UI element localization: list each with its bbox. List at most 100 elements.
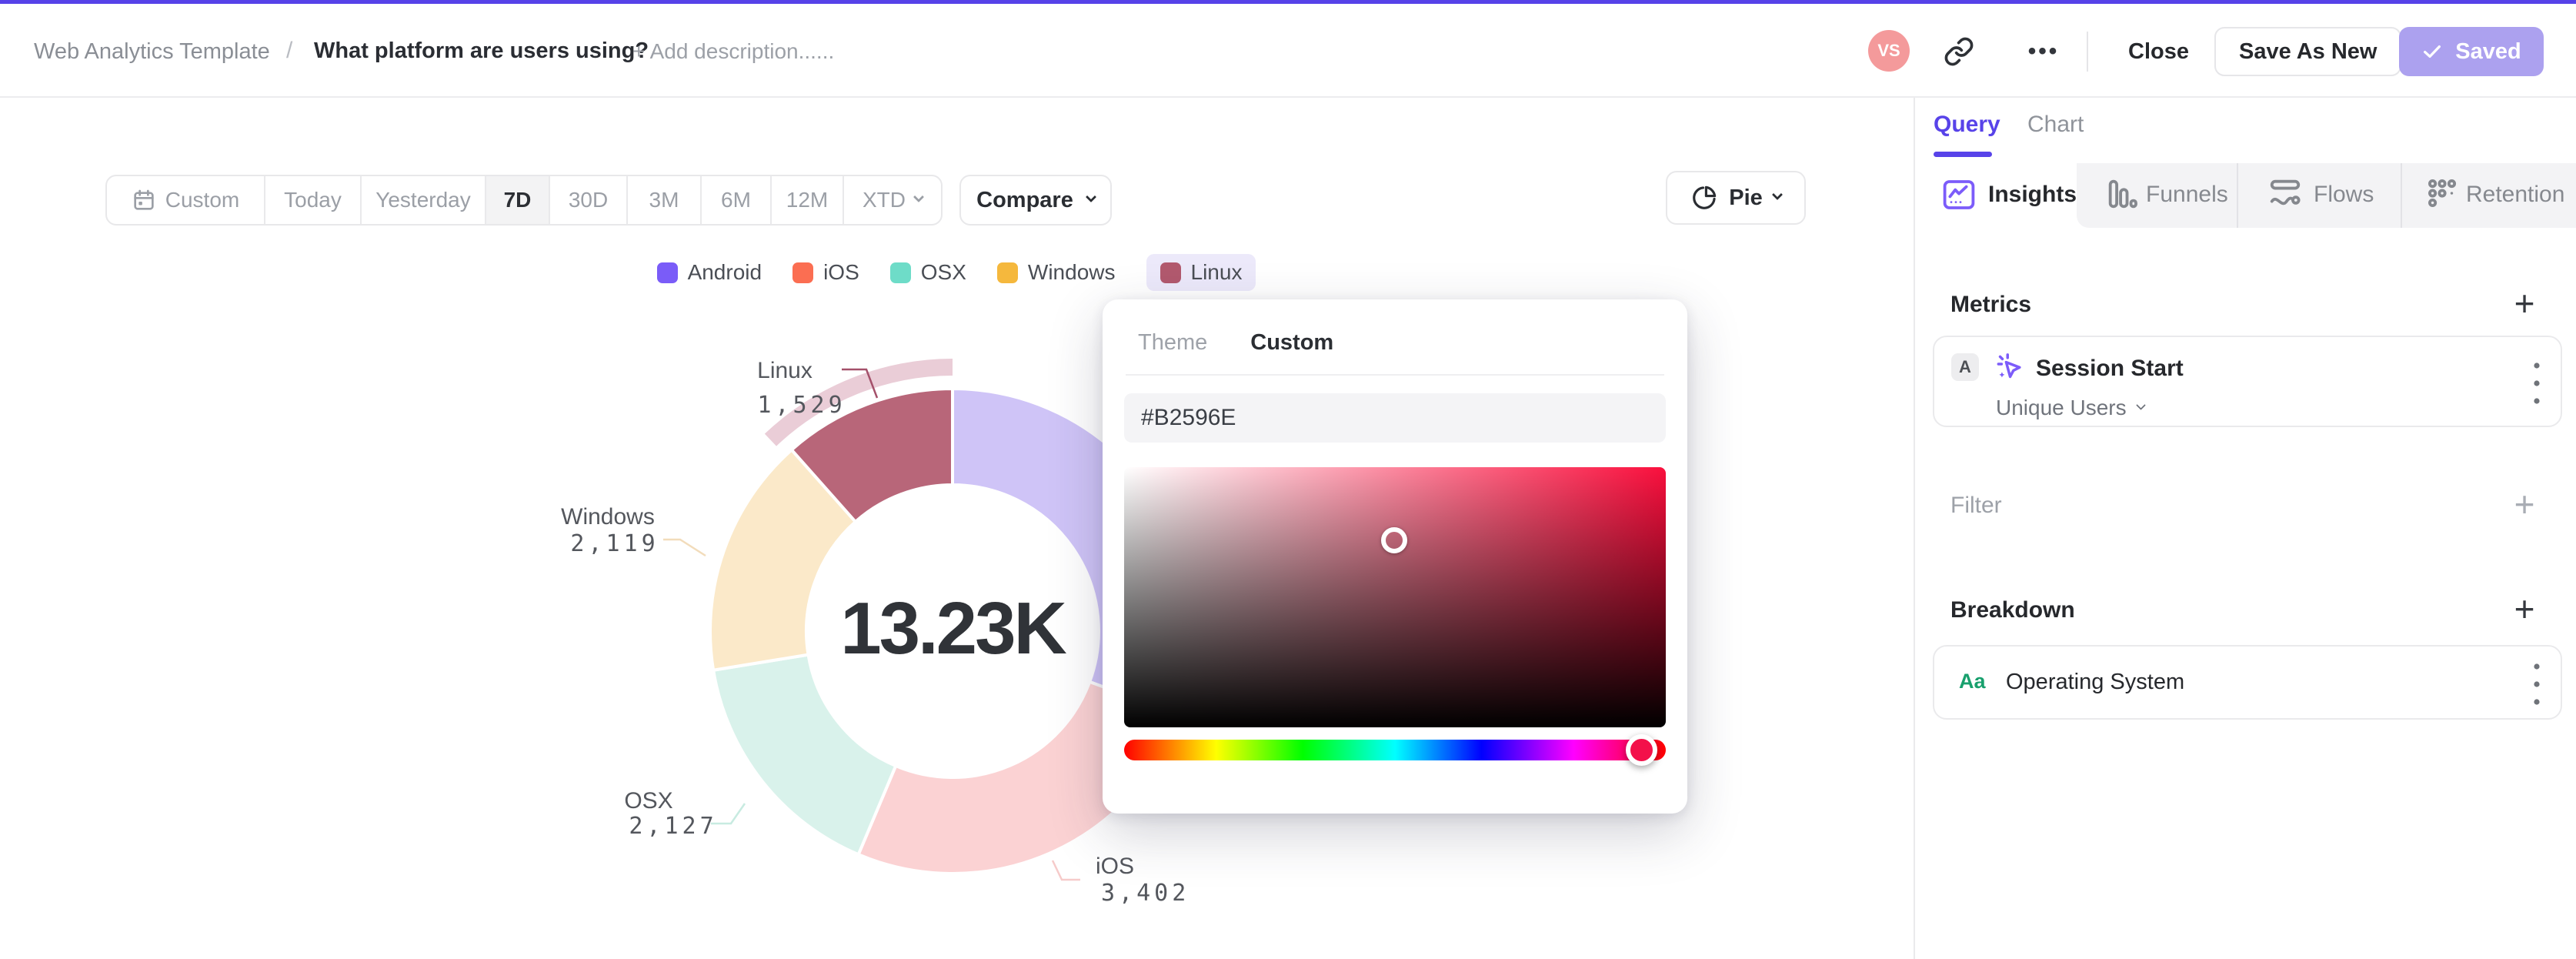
hue-slider[interactable] bbox=[1124, 740, 1666, 760]
date-range-label: Custom bbox=[165, 188, 240, 212]
kebab-menu-icon[interactable] bbox=[2533, 660, 2541, 708]
slice-label-value: 3,402 bbox=[1101, 880, 1190, 907]
date-range-xtd-dropdown[interactable]: XTD bbox=[844, 176, 941, 224]
calendar-icon bbox=[134, 189, 154, 210]
date-range-6m[interactable]: 6M bbox=[702, 176, 772, 224]
breadcrumb-root-link[interactable]: Web Analytics Template bbox=[34, 39, 270, 64]
date-range-12m[interactable]: 12M bbox=[772, 176, 844, 224]
donut-slice-osx bbox=[712, 653, 898, 857]
color-indicator-handle[interactable] bbox=[1381, 527, 1407, 553]
date-range-label: XTD bbox=[863, 188, 906, 212]
tab-custom[interactable]: Custom bbox=[1250, 330, 1334, 355]
tab-insights[interactable]: Insights bbox=[1988, 182, 2077, 207]
query-sidebar: Query Chart Insights Funnels bbox=[1914, 98, 2576, 959]
date-range-yesterday[interactable]: Yesterday bbox=[362, 176, 486, 224]
breakdown-card[interactable]: Aa Operating System bbox=[1933, 645, 2562, 720]
add-metric-button[interactable]: + bbox=[2501, 286, 2548, 321]
insight-type-tabs: Insights Funnels Flows Retention bbox=[1915, 163, 2576, 228]
avatar[interactable]: VS bbox=[1868, 30, 1910, 72]
saved-button-label: Saved bbox=[2455, 38, 2521, 64]
add-breakdown-button[interactable]: + bbox=[2501, 591, 2548, 627]
funnels-icon[interactable] bbox=[2104, 176, 2140, 212]
kebab-menu-icon[interactable] bbox=[2533, 359, 2541, 407]
chart-legend: Android iOS OSX Windows Linux bbox=[0, 254, 1913, 291]
inactive-tabs-background bbox=[2077, 163, 2576, 228]
tab-funnels[interactable]: Funnels bbox=[2146, 182, 2228, 207]
chevron-down-icon bbox=[2135, 399, 2146, 410]
date-range-label: 30D bbox=[568, 188, 609, 212]
header-bar: Web Analytics Template / What platform a… bbox=[0, 4, 2576, 98]
legend-label: iOS bbox=[823, 260, 859, 284]
popup-divider bbox=[1126, 374, 1664, 376]
legend-item-android[interactable]: Android bbox=[656, 254, 762, 291]
chart-type-dropdown[interactable]: Pie bbox=[1666, 171, 1806, 225]
flows-icon[interactable] bbox=[2267, 176, 2303, 212]
legend-label: Android bbox=[687, 260, 762, 284]
slice-label-name: iOS bbox=[1096, 854, 1134, 879]
date-range-label: Today bbox=[284, 188, 342, 212]
date-range-custom[interactable]: Custom bbox=[107, 176, 265, 224]
share-link-button[interactable] bbox=[1939, 32, 1979, 72]
insights-icon[interactable] bbox=[1940, 176, 1977, 213]
color-picker-tabs: Theme Custom bbox=[1138, 330, 1333, 356]
date-range-3m[interactable]: 3M bbox=[628, 176, 702, 224]
add-filter-button[interactable]: + bbox=[2501, 486, 2548, 522]
tab-query[interactable]: Query bbox=[1934, 112, 2000, 137]
date-range-label: 6M bbox=[721, 188, 751, 212]
slice-label-value: 1,529 bbox=[757, 392, 846, 419]
legend-item-windows[interactable]: Windows bbox=[996, 254, 1116, 291]
slice-label-value: 2,119 bbox=[570, 530, 659, 557]
hex-color-input[interactable] bbox=[1124, 393, 1666, 443]
date-range-selector: Custom Today Yesterday 7D 30D 3M 6M 12M … bbox=[105, 175, 943, 226]
page-title[interactable]: What platform are users using? bbox=[314, 38, 649, 63]
close-button[interactable]: Close bbox=[2114, 30, 2203, 73]
tab-separator bbox=[2237, 163, 2238, 228]
legend-item-osx[interactable]: OSX bbox=[889, 254, 966, 291]
hue-slider-knob[interactable] bbox=[1626, 734, 1657, 766]
legend-label: OSX bbox=[920, 260, 966, 284]
legend-item-linux-selected[interactable]: Linux bbox=[1146, 254, 1256, 291]
legend-item-ios[interactable]: iOS bbox=[792, 254, 859, 291]
retention-icon[interactable] bbox=[2425, 176, 2461, 212]
saved-button[interactable]: Saved bbox=[2399, 27, 2544, 76]
date-range-today[interactable]: Today bbox=[265, 176, 362, 224]
selected-slice-highlight-band bbox=[764, 359, 953, 446]
add-description-button[interactable]: + Add description...... bbox=[632, 39, 835, 63]
color-picker-popup: Theme Custom bbox=[1103, 299, 1687, 814]
tab-chart[interactable]: Chart bbox=[2027, 112, 2084, 137]
event-cursor-icon bbox=[1997, 353, 2021, 379]
date-range-label: 7D bbox=[503, 188, 532, 212]
slice-label-value: 2,127 bbox=[629, 813, 717, 840]
save-as-new-button[interactable]: Save As New bbox=[2214, 27, 2402, 76]
label-leader-line bbox=[842, 368, 879, 399]
legend-swatch bbox=[656, 262, 678, 283]
breakdown-heading: Breakdown bbox=[1950, 597, 2075, 623]
tab-retention[interactable]: Retention bbox=[2466, 182, 2565, 207]
pie-chart-icon bbox=[1693, 185, 1717, 209]
date-range-7d-selected[interactable]: 7D bbox=[486, 176, 550, 224]
legend-label: Windows bbox=[1027, 260, 1116, 284]
saturation-value-panel[interactable] bbox=[1124, 467, 1666, 727]
donut-slice-linux bbox=[789, 387, 954, 523]
slice-label-name: Windows bbox=[561, 504, 655, 530]
donut-slice-windows bbox=[709, 448, 857, 672]
date-range-30d[interactable]: 30D bbox=[550, 176, 628, 224]
compare-dropdown[interactable]: Compare bbox=[959, 175, 1112, 226]
tab-theme[interactable]: Theme bbox=[1138, 330, 1208, 355]
tab-flows[interactable]: Flows bbox=[2314, 182, 2374, 207]
metrics-heading: Metrics bbox=[1950, 292, 2032, 317]
aggregation-dropdown[interactable]: Unique Users bbox=[1996, 396, 2146, 420]
compare-label: Compare bbox=[976, 187, 1073, 212]
date-range-label: 12M bbox=[786, 188, 829, 212]
legend-swatch bbox=[996, 262, 1018, 283]
breakdown-property-name: Operating System bbox=[2006, 670, 2185, 694]
active-tab-underline bbox=[1934, 152, 1992, 157]
aggregation-label: Unique Users bbox=[1996, 396, 2127, 419]
more-options-button[interactable]: ••• bbox=[2024, 32, 2064, 72]
metric-card[interactable]: A Session Start Unique Users bbox=[1933, 336, 2562, 427]
link-icon bbox=[1944, 37, 1974, 66]
string-property-icon: Aa bbox=[1959, 670, 1986, 693]
chart-type-label: Pie bbox=[1729, 185, 1763, 210]
